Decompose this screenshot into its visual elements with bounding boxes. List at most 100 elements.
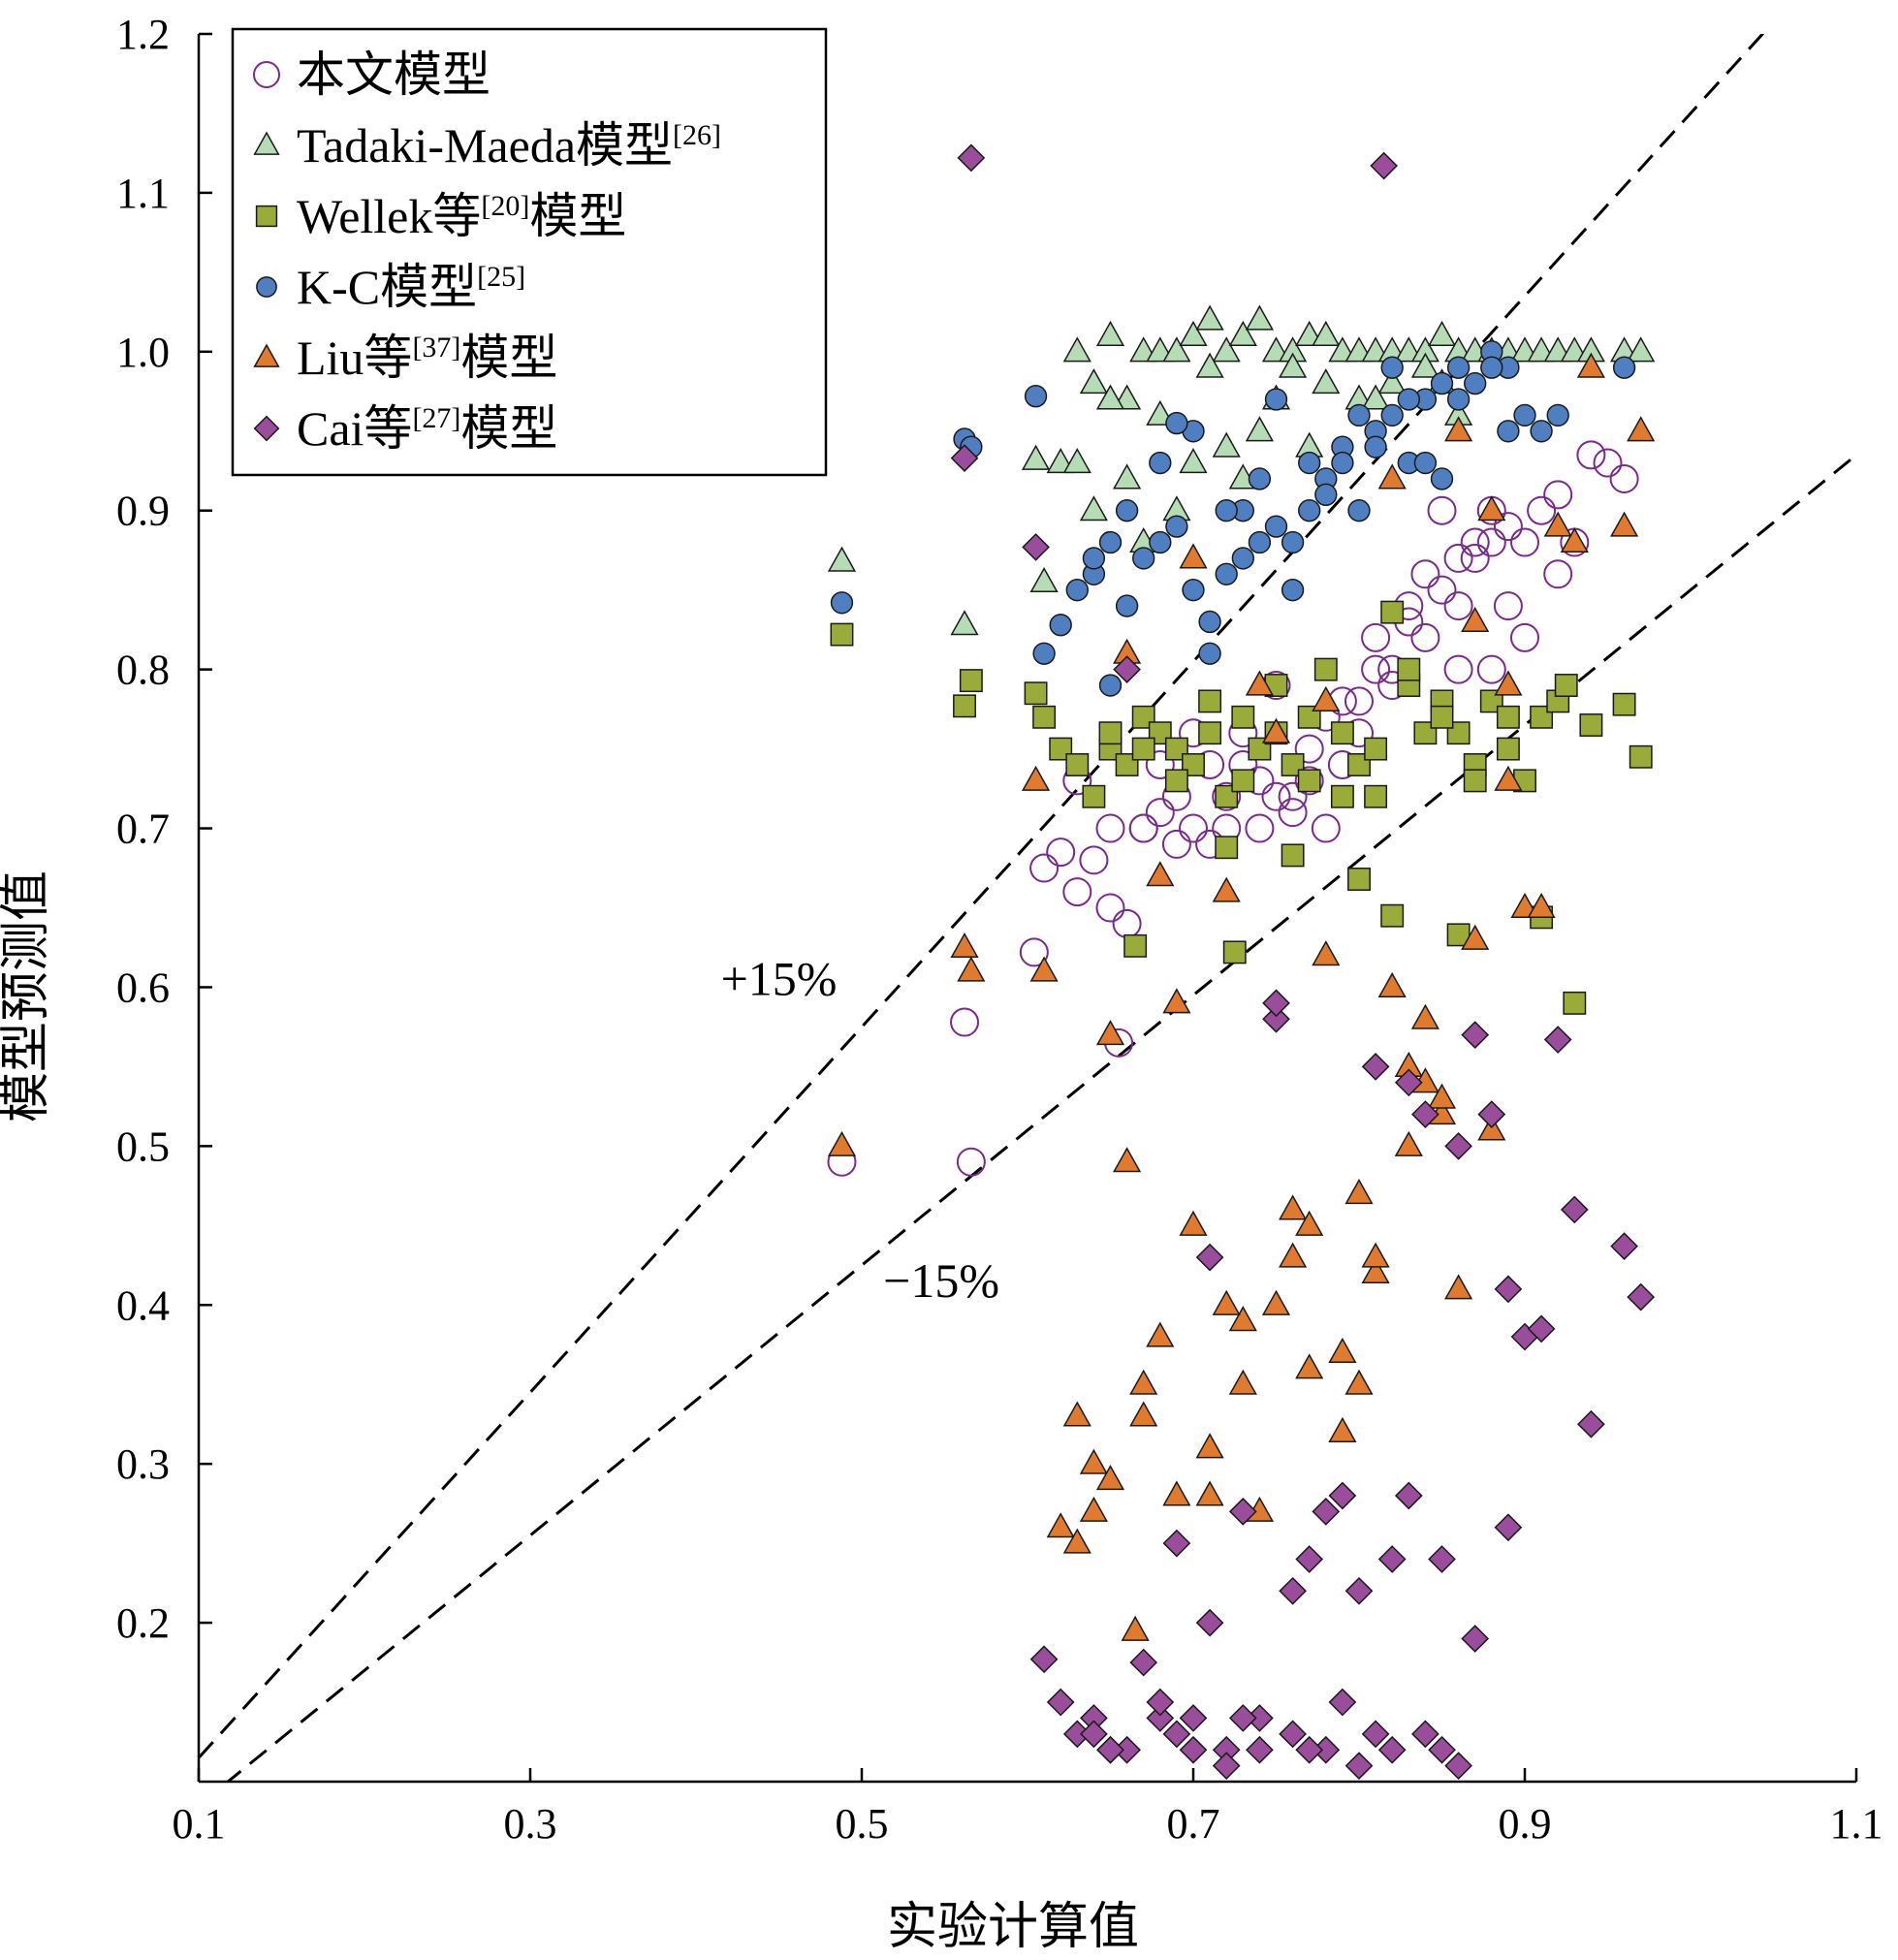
- data-point: [1312, 320, 1341, 346]
- data-point: [1380, 403, 1404, 427]
- data-point: [1029, 1645, 1059, 1674]
- data-point: [1377, 463, 1407, 490]
- data-point: [1279, 1576, 1307, 1605]
- y-tick-label: 0.7: [116, 806, 170, 853]
- data-point: [1510, 527, 1539, 557]
- data-point: [1313, 657, 1338, 681]
- data-point: [1428, 1735, 1456, 1764]
- data-point: [1364, 784, 1388, 808]
- data-point: [1527, 892, 1556, 919]
- data-point: [1279, 1242, 1308, 1268]
- data-point: [1098, 674, 1123, 697]
- data-point: [1062, 1401, 1091, 1427]
- data-point: [1080, 1720, 1108, 1749]
- data-point: [1627, 1282, 1656, 1312]
- data-point: [956, 1147, 986, 1177]
- data-point: [1331, 451, 1354, 475]
- axes: 0.1 0.3 0.5 0.7 0.9 1.1 0.2 0.3 0.4 0.5 0.6 0.7 0.8 0…: [116, 11, 1883, 1848]
- data-point: [1297, 705, 1321, 729]
- data-point: [1212, 781, 1242, 811]
- data-point: [1610, 511, 1639, 537]
- data-point: [1347, 499, 1371, 522]
- data-point: [1344, 1752, 1374, 1780]
- data-point: [1543, 480, 1573, 510]
- y-tick-label: 0.9: [116, 488, 170, 535]
- legend-label: Tadaki-Maeda模型[26]: [297, 118, 721, 173]
- data-point: [1248, 467, 1272, 490]
- data-point: [1480, 356, 1503, 379]
- data-point: [1576, 352, 1605, 378]
- data-point: [1494, 1513, 1523, 1542]
- y-tick-label: 0.8: [116, 647, 170, 694]
- data-point: [1411, 1720, 1439, 1749]
- legend-item: Liu等[37]模型: [253, 331, 557, 385]
- data-point: [1046, 1512, 1075, 1538]
- data-point: [1430, 371, 1454, 395]
- legend-marker: [253, 61, 280, 88]
- data-point: [1146, 861, 1175, 887]
- data-point: [1019, 937, 1049, 967]
- data-point: [1212, 1752, 1241, 1780]
- data-point: [1560, 526, 1589, 553]
- data-point: [1212, 431, 1241, 458]
- legend: 本文模型 Tadaki-Maeda模型[26] Wellek等[20]模型 K-C模型…: [231, 27, 828, 477]
- data-point: [1082, 547, 1106, 570]
- data-point: [1513, 403, 1536, 427]
- data-point: [830, 591, 854, 615]
- data-point: [950, 932, 979, 959]
- data-point: [1427, 320, 1457, 346]
- data-point: [1215, 562, 1238, 585]
- data-point: [1530, 420, 1553, 443]
- data-point: [1198, 689, 1222, 713]
- data-point: [1476, 654, 1506, 684]
- data-point: [1361, 654, 1391, 684]
- y-tick-label: 1.0: [116, 329, 170, 376]
- data-point: [1222, 940, 1247, 964]
- y-tick-label: 0.3: [116, 1440, 170, 1488]
- data-point: [1115, 594, 1139, 617]
- data-point: [1262, 989, 1290, 1018]
- data-point: [1262, 1004, 1290, 1033]
- data-point: [1212, 336, 1241, 363]
- data-point: [1228, 320, 1257, 346]
- legend-item: 本文模型: [253, 47, 490, 102]
- data-point: [1065, 579, 1089, 602]
- data-point: [1627, 416, 1656, 442]
- data-point: [1593, 448, 1623, 478]
- data-point: [1476, 527, 1506, 557]
- data-point: [1228, 1497, 1257, 1526]
- data-point: [1162, 988, 1191, 1014]
- data-point: [1261, 781, 1291, 811]
- data-point: [1461, 1625, 1490, 1653]
- data-point: [1444, 1274, 1473, 1300]
- data-point: [1295, 1735, 1324, 1764]
- data-point: [1443, 543, 1473, 573]
- data-point: [1560, 1195, 1589, 1224]
- data-point: [827, 1130, 857, 1156]
- data-point: [1279, 1194, 1308, 1220]
- data-point: [1246, 1735, 1274, 1764]
- data-point: [1029, 853, 1060, 883]
- data-point: [1629, 744, 1653, 769]
- data-point: [1082, 784, 1106, 808]
- data-point: [1380, 903, 1405, 928]
- data-point: [1079, 495, 1108, 522]
- data-point: [1427, 495, 1457, 525]
- data-point: [1413, 451, 1438, 475]
- data-point: [1245, 670, 1274, 696]
- data-point: [1281, 579, 1305, 602]
- data-point: [1294, 766, 1324, 796]
- data-point: [1212, 876, 1241, 902]
- legend-marker: [253, 131, 280, 155]
- data-point: [1179, 448, 1208, 474]
- data-point: [1546, 403, 1569, 427]
- data-point: [1377, 368, 1407, 395]
- data-point: [1079, 368, 1108, 395]
- x-tick-label: 0.5: [836, 1800, 889, 1848]
- data-point: [1344, 686, 1374, 716]
- data-point: [1312, 940, 1341, 966]
- data-point: [1370, 151, 1399, 180]
- data-point: [1493, 591, 1523, 621]
- data-point: [1195, 352, 1224, 378]
- data-point: [1328, 1416, 1357, 1442]
